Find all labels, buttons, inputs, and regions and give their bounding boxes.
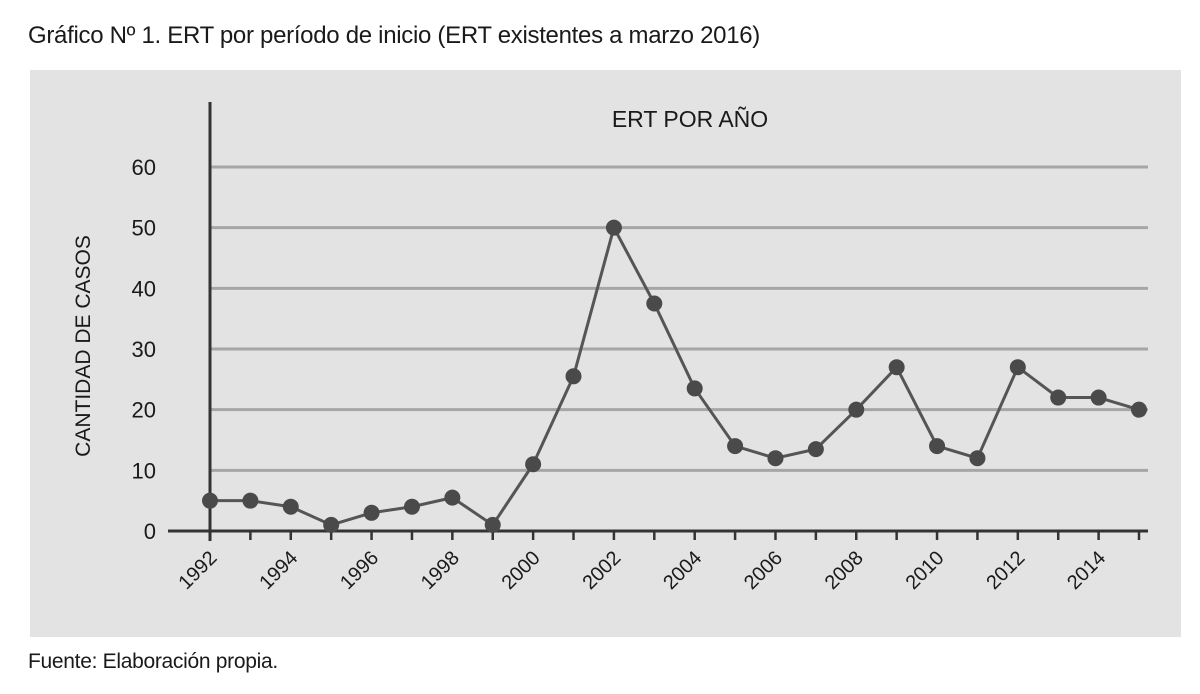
series-line: [210, 226, 1140, 527]
x-tick-label: 1994: [255, 547, 302, 594]
data-point-1996: [363, 504, 380, 521]
data-point-1994: [282, 498, 299, 515]
x-tick-label: 2008: [821, 547, 868, 594]
data-point-1998: [444, 489, 461, 506]
figure-title: Gráfico Nº 1. ERT por período de inicio …: [28, 22, 760, 49]
y-tick-label: 40: [132, 276, 156, 301]
data-point-2009: [888, 359, 905, 376]
tick-labels: 0 10 20 30 40 50 60 1992 1994 1996 1998 2000 2002 200…: [132, 155, 1111, 594]
data-point-2015: [1131, 401, 1147, 418]
data-point-2013: [1050, 389, 1067, 406]
x-tick-label: 2000: [498, 547, 545, 594]
x-tick-label: 1996: [336, 547, 383, 594]
data-point-1995: [323, 516, 340, 533]
data-points: [202, 219, 1147, 533]
data-point-2006: [767, 450, 784, 467]
data-point-2011: [969, 450, 986, 467]
data-point-2010: [929, 438, 946, 455]
data-point-2007: [807, 441, 824, 458]
data-point-2002: [605, 219, 622, 236]
x-tick-label: 2002: [578, 547, 625, 594]
chart-title: ERT POR AÑO: [612, 106, 768, 132]
x-tick-label: 1992: [175, 547, 222, 594]
data-point-1999: [484, 516, 501, 533]
series-line-0: [210, 226, 1140, 527]
y-tick-label: 30: [132, 337, 156, 362]
chart-panel: 0 10 20 30 40 50 60 1992 1994 1996 1998 2000 2002 200…: [30, 70, 1181, 637]
y-tick-label: 60: [132, 155, 156, 180]
y-tick-label: 0: [144, 519, 156, 544]
data-point-1993: [242, 492, 259, 509]
x-tick-label: 2006: [740, 547, 787, 594]
data-point-2014: [1090, 389, 1107, 406]
y-tick-label: 10: [132, 458, 156, 483]
data-point-2012: [1009, 359, 1026, 376]
data-point-2008: [848, 401, 865, 418]
line-chart: 0 10 20 30 40 50 60 1992 1994 1996 1998 2000 2002 200…: [72, 102, 1148, 594]
data-point-1997: [403, 498, 420, 515]
data-point-2000: [525, 456, 542, 473]
x-tick-label: 2014: [1063, 547, 1110, 594]
x-tick-label: 2012: [982, 547, 1029, 594]
data-point-2001: [565, 368, 582, 385]
x-tick-label: 2004: [659, 547, 706, 594]
data-point-2003: [646, 295, 663, 312]
gridlines: [210, 165, 1148, 472]
data-point-2004: [686, 380, 703, 397]
x-tick-label: 2010: [902, 547, 949, 594]
y-tick-label: 20: [132, 398, 156, 423]
data-point-2005: [727, 438, 744, 455]
y-tick-label: 50: [132, 216, 156, 241]
x-tick-label: 1998: [417, 547, 464, 594]
data-point-1992: [202, 492, 218, 509]
source-note: Fuente: Elaboración propia.: [28, 650, 278, 673]
y-axis-label: CANTIDAD DE CASOS: [72, 235, 95, 457]
